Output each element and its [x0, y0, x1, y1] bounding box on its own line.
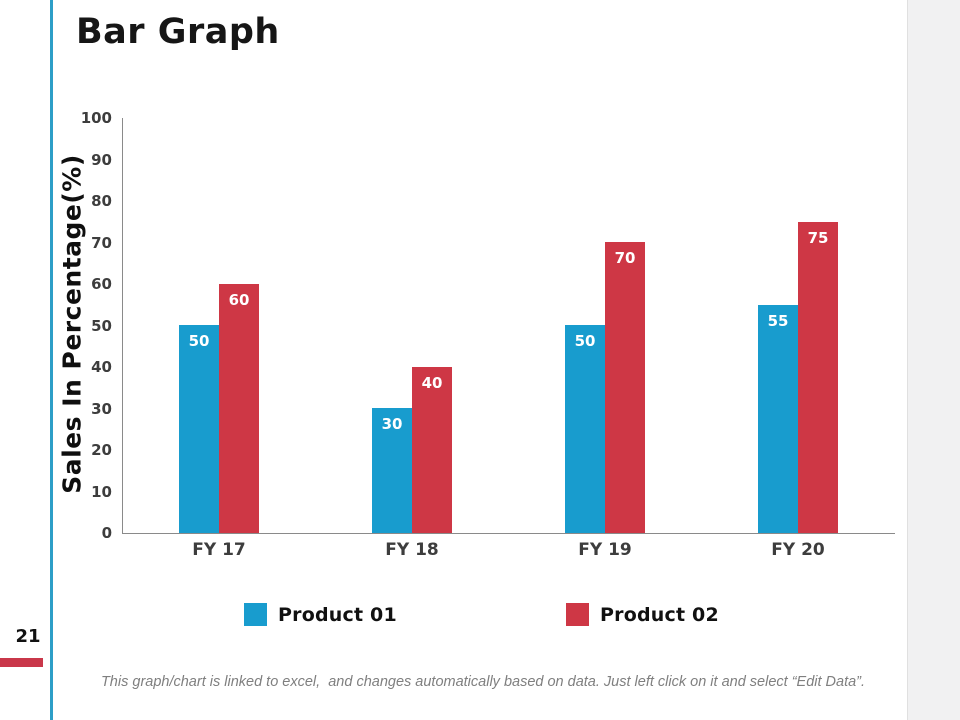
bar-product01-fy19[interactable]: 50: [565, 325, 605, 533]
y-tick-label: 100: [80, 109, 112, 127]
y-tick-label: 70: [91, 233, 112, 252]
y-tick-label: 30: [91, 399, 112, 418]
y-tick-label: 10: [91, 482, 112, 501]
slide-right-gutter: [907, 0, 960, 720]
y-tick-label: 60: [91, 275, 112, 293]
legend-item-product01[interactable]: Product 01: [244, 603, 397, 626]
bar-value-label: 75: [807, 229, 829, 247]
x-category-label: FY 20: [771, 540, 825, 560]
legend-label: Product 02: [600, 603, 719, 626]
bar-product01-fy20[interactable]: 55: [758, 305, 798, 533]
x-category-label: FY 19: [578, 540, 632, 560]
y-tick-label: 20: [91, 441, 112, 459]
footer-note: This graph/chart is linked to excel, and…: [100, 674, 866, 690]
bar-value-label: 30: [381, 415, 403, 433]
bar-product01-fy17[interactable]: 50: [179, 325, 219, 533]
bar-value-label: 55: [767, 312, 789, 330]
page-number: 21: [15, 626, 41, 647]
bar-value-label: 60: [228, 291, 250, 309]
bar-value-label: 50: [574, 332, 596, 350]
y-axis-line: [122, 118, 123, 533]
legend-swatch: [244, 603, 267, 626]
page-number-marker: [0, 658, 43, 667]
bar-product02-fy18[interactable]: 40: [412, 367, 452, 533]
y-tick-label: 0: [101, 524, 112, 542]
bar-product02-fy17[interactable]: 60: [219, 284, 259, 533]
bar-product02-fy19[interactable]: 70: [605, 242, 645, 533]
bar-product01-fy18[interactable]: 30: [372, 408, 412, 533]
x-category-label: FY 18: [385, 540, 439, 560]
bar-product02-fy20[interactable]: 75: [798, 222, 838, 533]
legend-label: Product 01: [278, 603, 397, 626]
y-tick-label: 80: [91, 192, 112, 210]
bar-value-label: 50: [188, 332, 210, 350]
y-tick-label: 40: [91, 358, 112, 376]
bar-value-label: 40: [421, 374, 443, 392]
page-title: Bar Graph: [76, 12, 280, 52]
left-accent-line: [50, 0, 53, 720]
y-tick-label: 50: [91, 316, 112, 335]
legend-item-product02[interactable]: Product 02: [566, 603, 719, 626]
bar-value-label: 70: [614, 249, 636, 267]
y-tick-label: 90: [91, 150, 112, 169]
x-axis-line: [122, 533, 895, 534]
x-category-label: FY 17: [192, 540, 246, 560]
legend-swatch: [566, 603, 589, 626]
